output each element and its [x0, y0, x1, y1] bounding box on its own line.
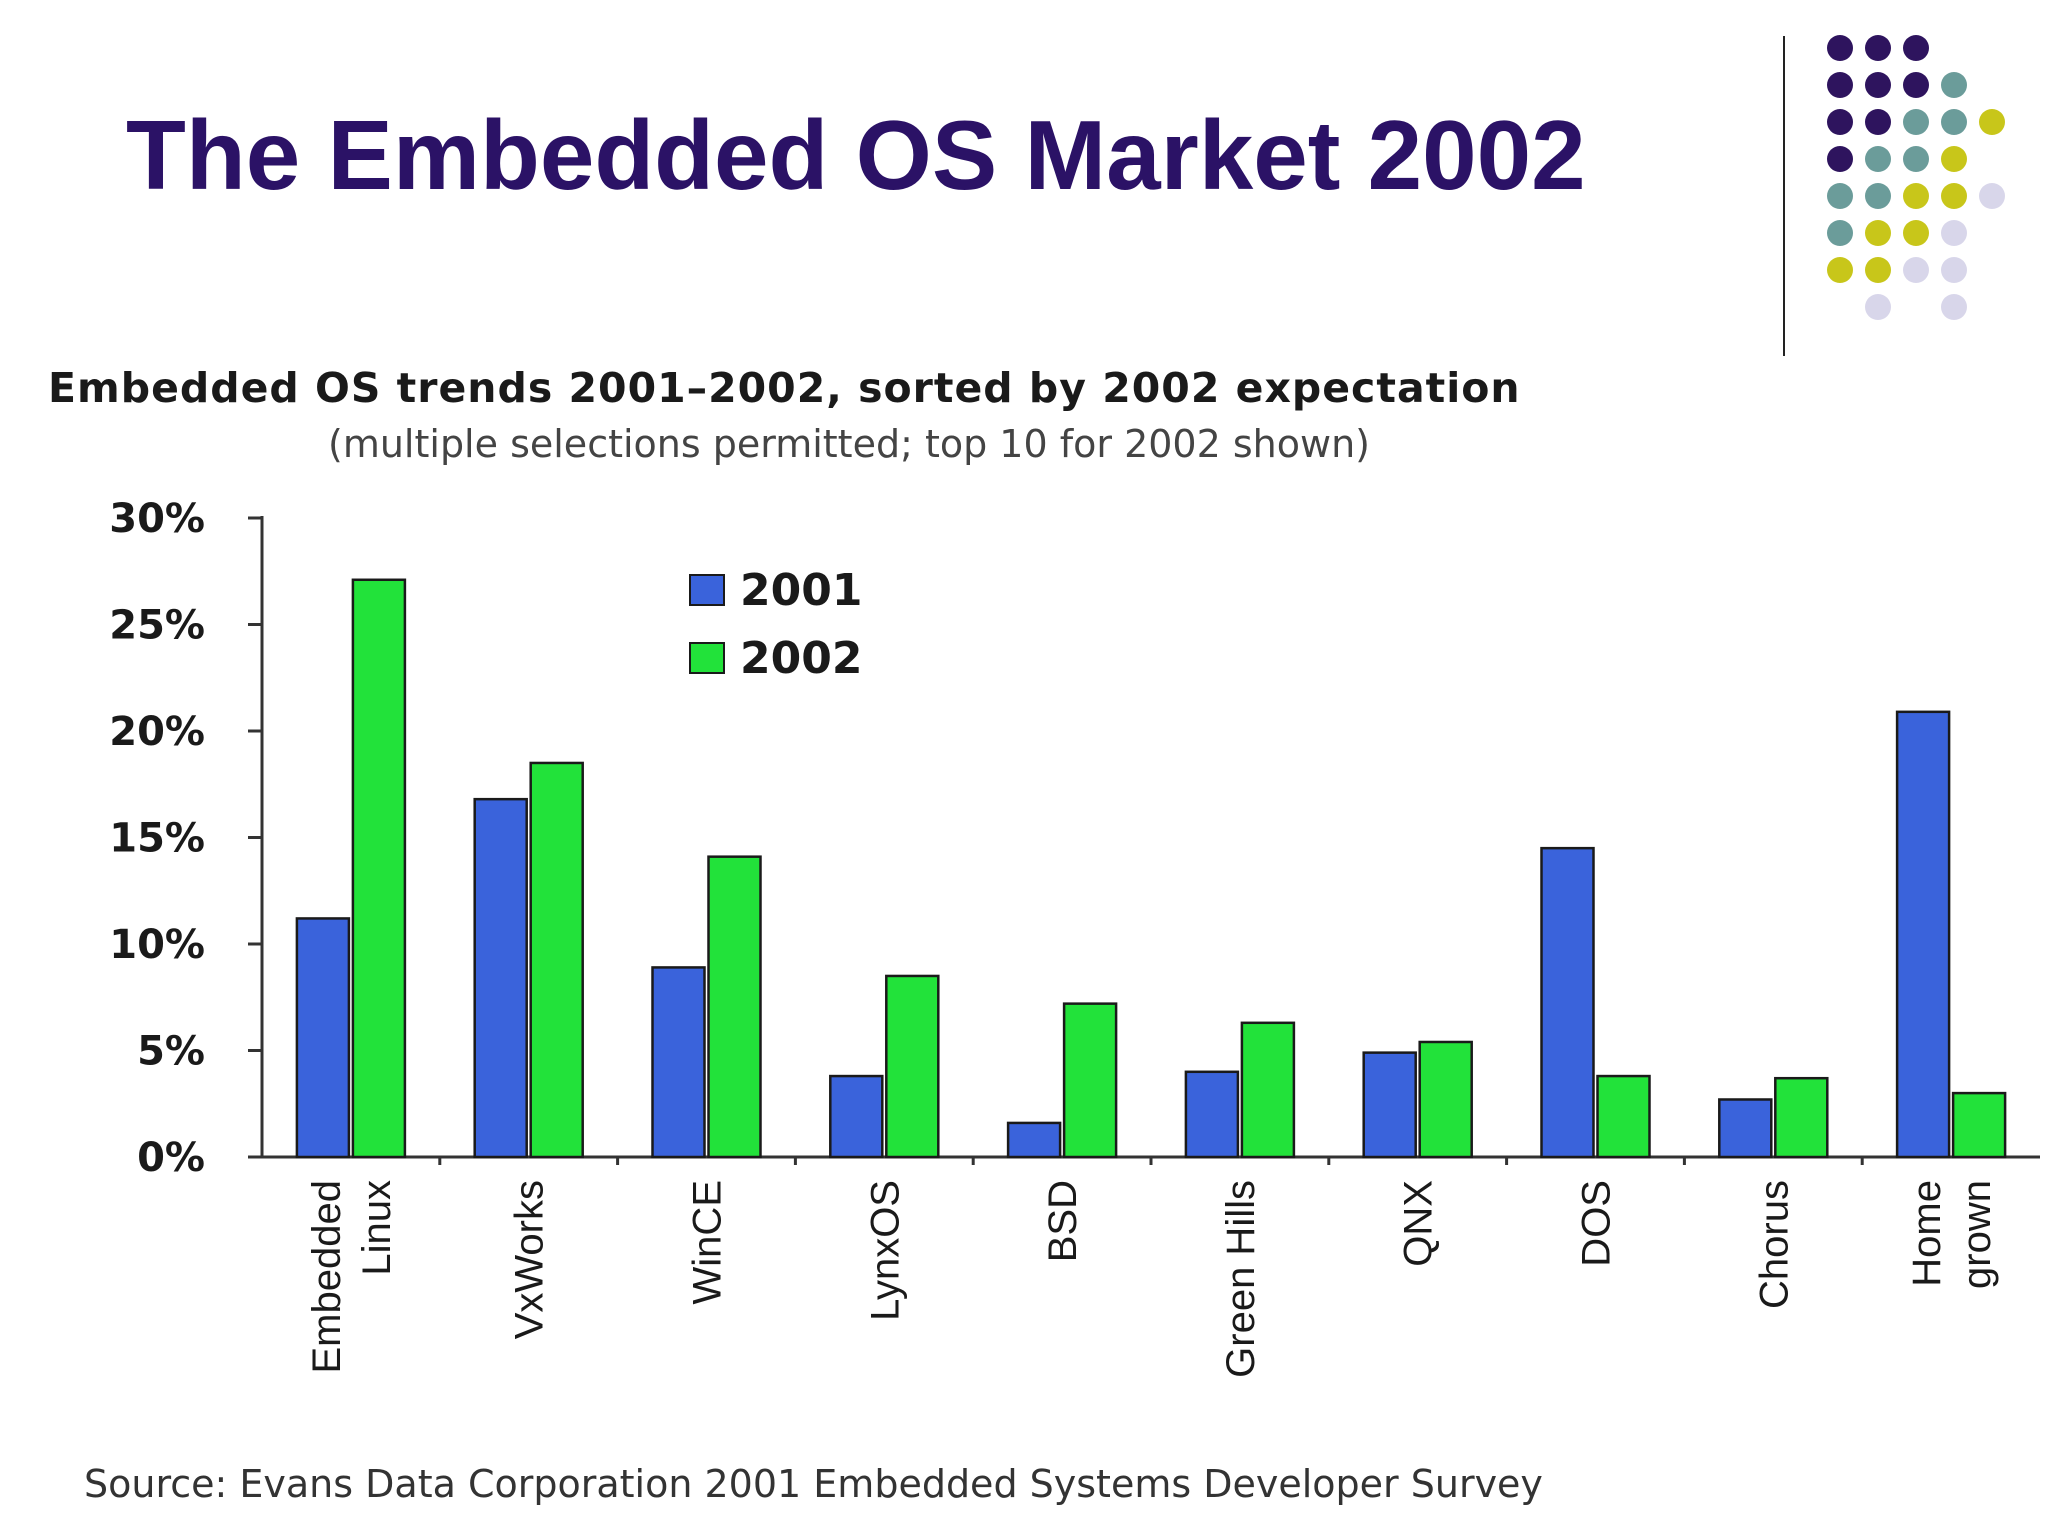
- bar-2002-chorus: [1774, 1076, 1829, 1159]
- x-category-label: WinCE: [686, 1180, 730, 1304]
- bar-2002-qnx: [1418, 1040, 1473, 1159]
- y-tick-label: 5%: [137, 1029, 205, 1075]
- legend-swatch-2001: [689, 574, 725, 606]
- bar-2001-home-grown: [1895, 710, 1951, 1159]
- x-category-label: QNX: [1397, 1180, 1441, 1267]
- bar-2002-wince: [707, 855, 762, 1159]
- y-tick-label: 0%: [137, 1135, 205, 1181]
- x-category-label: Home: [1905, 1180, 1949, 1287]
- bar-2001-lynxos: [829, 1074, 884, 1159]
- legend-label-2002: 2002: [740, 633, 862, 684]
- x-category-label: Green Hills: [1219, 1180, 1263, 1378]
- title-divider: [1783, 36, 1785, 356]
- x-category-label: Embedded: [305, 1180, 349, 1373]
- y-tick-label: 30%: [109, 496, 205, 542]
- x-category-label: LynxOS: [863, 1180, 907, 1321]
- bar-2001-vxworks: [473, 797, 528, 1159]
- bar-2001-bsd: [1006, 1121, 1062, 1159]
- bar-2002-vxworks: [529, 761, 584, 1159]
- bar-2002-lynxos: [885, 974, 940, 1159]
- bar-2002-home-grown: [1951, 1091, 2007, 1159]
- y-tick-label: 15%: [109, 816, 205, 862]
- bar-2002-embedded-linux: [351, 578, 407, 1159]
- bar-2001-dos: [1540, 846, 1595, 1159]
- y-tick-label: 20%: [109, 709, 205, 755]
- chart-subtitle: (multiple selections permitted; top 10 f…: [328, 422, 1370, 466]
- chart-title: Embedded OS trends 2001–2002, sorted by …: [48, 364, 1521, 412]
- bar-2001-embedded-linux: [295, 917, 351, 1159]
- bar-2001-wince: [651, 966, 706, 1159]
- x-category-label: Chorus: [1752, 1180, 1796, 1309]
- bar-2001-chorus: [1718, 1098, 1773, 1159]
- x-category-label: BSD: [1041, 1180, 1085, 1262]
- bar-2002-bsd: [1062, 1002, 1118, 1159]
- bar-2001-green-hills: [1184, 1070, 1240, 1159]
- legend-swatch-2002: [689, 642, 725, 674]
- x-category-label: DOS: [1575, 1180, 1619, 1267]
- x-category-label: grown: [1955, 1180, 1999, 1289]
- y-tick-label: 10%: [109, 922, 205, 968]
- y-tick-label: 25%: [109, 603, 205, 649]
- slide-title: The Embedded OS Market 2002: [126, 100, 1586, 210]
- legend-label-2001: 2001: [740, 565, 862, 616]
- bar-2001-qnx: [1362, 1051, 1417, 1159]
- x-category-label: VxWorks: [508, 1180, 552, 1339]
- bar-2002-green-hills: [1240, 1021, 1296, 1159]
- bar-2002-dos: [1596, 1074, 1651, 1159]
- source-note: Source: Evans Data Corporation 2001 Embe…: [84, 1462, 1543, 1506]
- x-category-label: Linux: [355, 1180, 399, 1276]
